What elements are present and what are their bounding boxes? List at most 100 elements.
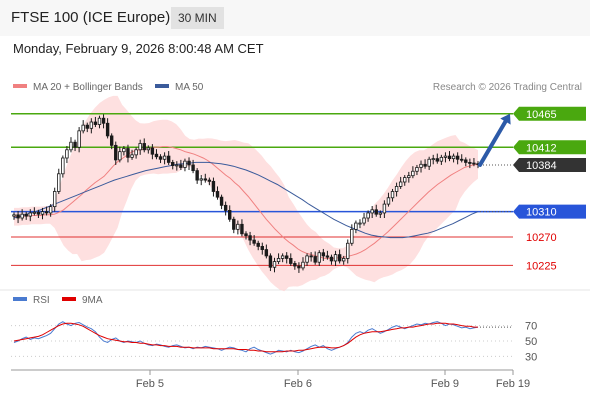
candle-body: [53, 191, 57, 208]
level-label-10465: 10465: [526, 109, 557, 121]
candle-body: [435, 158, 439, 162]
candle-body: [126, 148, 130, 158]
candle-body: [301, 261, 305, 269]
candle-body: [443, 155, 448, 158]
level-tag-10310: [513, 204, 586, 219]
candle-body: [171, 162, 175, 166]
candle-body: [321, 252, 326, 257]
level-label-10270: 10270: [526, 232, 557, 244]
candle-body: [305, 255, 309, 263]
candle-body: [199, 178, 203, 181]
candle-body: [57, 173, 61, 192]
candle-body: [317, 252, 321, 263]
rsi-tick-50: 50: [525, 336, 537, 348]
candle-body: [468, 162, 472, 164]
candle-body: [464, 159, 468, 163]
candle-body: [366, 212, 370, 219]
candle-body: [460, 158, 464, 161]
candle-body: [447, 155, 452, 160]
candle-body: [244, 233, 248, 237]
candle-body: [354, 222, 358, 230]
level-label-10225: 10225: [526, 260, 557, 272]
candle-body: [431, 158, 435, 161]
rsi-line: [13, 321, 479, 355]
legend-label-rsi: RSI: [33, 295, 50, 306]
candle-body: [138, 143, 142, 151]
rsi-ma-line: [13, 322, 478, 353]
candle-body: [150, 147, 155, 155]
candle-body: [20, 213, 24, 219]
legend-swatch-bollinger: [13, 84, 27, 88]
candle-body: [146, 147, 151, 151]
x-tick-label: Feb 9: [431, 378, 459, 390]
candle-body: [285, 255, 289, 259]
candle-body: [309, 255, 313, 258]
candle-body: [472, 162, 476, 165]
candle-body: [48, 206, 53, 214]
candle-body: [362, 217, 366, 224]
candle-body: [207, 179, 212, 182]
candle-body: [280, 255, 285, 259]
level-tag-10412: [513, 140, 586, 155]
candle-body: [407, 175, 411, 178]
credit-text: Research © 2026 Trading Central: [433, 82, 582, 93]
candle-body: [439, 156, 444, 162]
legend-swatch-ma50: [155, 84, 169, 88]
candle-body: [378, 212, 383, 215]
candle-body: [451, 155, 456, 160]
candle-body: [325, 255, 330, 258]
ma50-line: [13, 161, 479, 239]
projection-arrow-shaft: [478, 119, 508, 167]
x-tick-label: Feb 6: [284, 378, 312, 390]
x-axis-ticks: Feb 5 Feb 6 Feb 9 Feb 19: [136, 370, 530, 390]
candle-body: [337, 254, 342, 262]
legend-swatch-rsi: [13, 297, 27, 301]
candle-body: [403, 177, 407, 183]
candle-body: [97, 117, 102, 125]
candle-body: [191, 164, 195, 172]
candle-body: [256, 242, 260, 247]
level-tag-10465: [513, 106, 586, 121]
candle-body: [236, 223, 240, 230]
candle-body: [358, 222, 362, 225]
candle-body: [158, 156, 163, 160]
candle-body: [40, 211, 45, 215]
legend-label-bollinger: MA 20 + Bollinger Bands: [33, 82, 143, 93]
candles: [12, 114, 480, 273]
candle-body: [293, 263, 297, 267]
candle-body: [272, 261, 277, 268]
candle-body: [36, 211, 41, 215]
candle-body: [12, 214, 16, 217]
candle-body: [415, 167, 419, 172]
candle-body: [260, 246, 264, 250]
candle-body: [419, 163, 423, 168]
candle-body: [228, 210, 232, 220]
candle-body: [44, 211, 49, 214]
candle-body: [162, 155, 167, 160]
candle-body: [297, 265, 301, 269]
candle-body: [73, 141, 77, 148]
candle-body: [85, 124, 89, 129]
rsi-panel: 30 50 70: [11, 321, 537, 363]
candle-body: [215, 191, 220, 198]
candle-body: [240, 223, 244, 235]
candle-body: [394, 186, 399, 192]
candle-body: [276, 258, 281, 262]
candle-body: [77, 130, 81, 148]
ma20-line: [14, 146, 479, 259]
candle-body: [24, 213, 28, 217]
candle-body: [109, 135, 114, 146]
candle-body: [89, 121, 94, 129]
rsi-tick-30: 30: [525, 351, 537, 363]
projection-arrow: [478, 113, 511, 167]
candle-body: [350, 228, 354, 244]
timeframe-badge[interactable]: 30 MIN: [171, 7, 224, 29]
level-lines: [11, 113, 513, 266]
level-label-10412: 10412: [526, 142, 557, 154]
chart-datetime: Monday, February 9, 2026 8:00:48 AM CET: [13, 41, 264, 56]
candle-body: [232, 218, 236, 230]
candle-body: [264, 249, 269, 257]
candle-body: [32, 211, 37, 214]
candle-body: [427, 158, 431, 167]
candle-body: [289, 258, 293, 264]
